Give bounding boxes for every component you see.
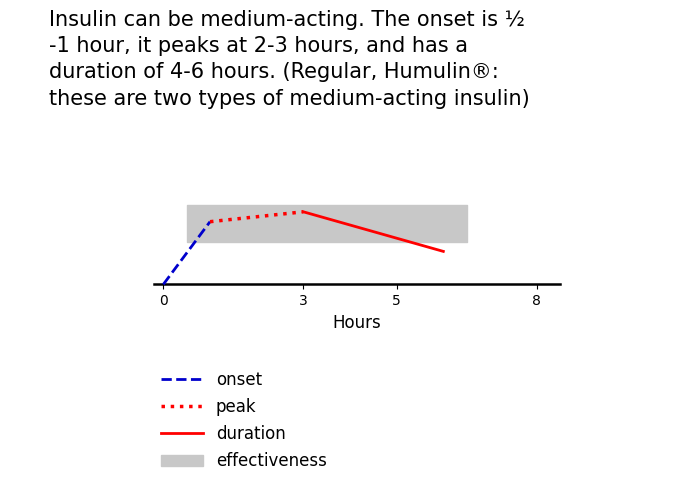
Legend: onset, peak, duration, effectiveness: onset, peak, duration, effectiveness	[154, 364, 333, 477]
Text: Insulin can be medium-acting. The onset is ½
-1 hour, it peaks at 2-3 hours, and: Insulin can be medium-acting. The onset …	[49, 10, 530, 109]
X-axis label: Hours: Hours	[332, 313, 382, 332]
